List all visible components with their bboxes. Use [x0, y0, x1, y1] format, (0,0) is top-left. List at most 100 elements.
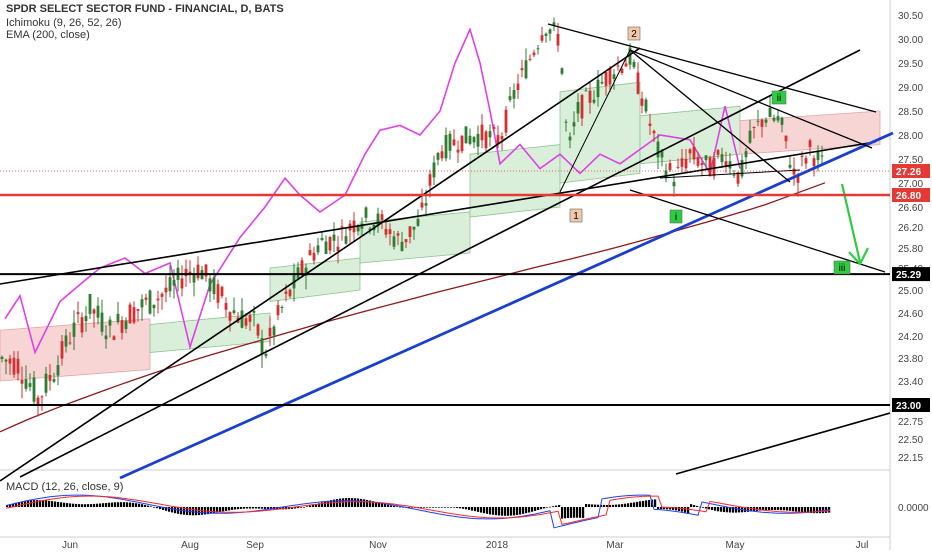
macd-histogram-bar: [153, 507, 156, 508]
macd-histogram-bar: [501, 507, 504, 516]
chart-title: SPDR SELECT SECTOR FUND - FINANCIAL, D, …: [6, 3, 284, 15]
candle-body: [432, 162, 436, 178]
candle-body: [116, 313, 120, 323]
candle-body: [584, 90, 588, 92]
candle-body: [332, 234, 336, 241]
candle-body: [780, 117, 784, 125]
macd-histogram-bar: [654, 499, 657, 507]
macd-histogram-bar: [801, 507, 804, 513]
macd-histogram-bar: [306, 506, 309, 507]
candle-body: [4, 359, 8, 362]
price-tick-label: 26.20: [898, 223, 923, 234]
wave-label-text: ii: [777, 93, 781, 104]
candle-body: [692, 146, 696, 160]
macd-histogram-bar: [234, 507, 237, 510]
candle-body: [464, 126, 468, 144]
candle-body: [60, 341, 64, 359]
candle-body: [668, 163, 672, 171]
macd-histogram-bar: [462, 507, 465, 509]
candle-body: [156, 298, 160, 301]
wave-label-text: i: [675, 212, 677, 223]
candle-body: [368, 228, 372, 231]
macd-histogram-bar: [726, 507, 729, 513]
candle-body: [476, 133, 480, 147]
macd-histogram-bar: [810, 507, 813, 513]
price-tick-label: 25.80: [898, 244, 923, 255]
candle-body: [112, 336, 116, 340]
macd-histogram-bar: [549, 506, 552, 508]
macd-line: [5, 494, 831, 529]
macd-histogram-bar: [723, 507, 726, 513]
price-tick-label: 22.50: [898, 435, 923, 446]
macd-histogram-bar: [99, 503, 102, 507]
wave-label-text: 1: [573, 211, 579, 222]
macd-histogram-bar: [471, 507, 474, 511]
macd-histogram-bar: [705, 507, 708, 509]
macd-histogram-bar: [375, 501, 378, 507]
candle-body: [480, 124, 484, 141]
candle-body: [140, 299, 144, 308]
macd-histogram-bar: [759, 507, 762, 511]
macd-histogram-bar: [822, 507, 825, 514]
macd-histogram-bar: [558, 505, 561, 507]
macd-histogram-bar: [711, 507, 714, 510]
macd-histogram-bar: [324, 501, 327, 507]
macd-histogram-bar: [291, 507, 294, 509]
candle-body: [336, 246, 340, 251]
macd-histogram-bar: [702, 507, 705, 508]
macd-histogram-bar: [348, 498, 351, 507]
candle-body: [544, 33, 548, 36]
candle-body: [508, 96, 512, 100]
price-tick-label: 24.20: [898, 332, 923, 343]
candle-body: [564, 121, 568, 123]
macd-histogram-bar: [645, 500, 648, 507]
candle-body: [452, 139, 456, 146]
candle-body: [784, 135, 788, 142]
macd-histogram-bar: [63, 502, 66, 507]
candle-body: [500, 136, 504, 140]
candle-body: [212, 277, 216, 294]
macd-histogram-bar: [438, 507, 441, 508]
candle-body: [168, 277, 172, 292]
macd-histogram-bar: [681, 507, 684, 512]
macd-histogram-bar: [786, 507, 789, 511]
macd-histogram-bar: [474, 507, 477, 512]
candle-body: [96, 305, 100, 318]
candle-body: [804, 158, 808, 164]
macd-histogram-bar: [366, 499, 369, 507]
macd-histogram-bar: [6, 505, 9, 507]
macd-histogram-bar: [819, 507, 822, 514]
macd-histogram-bar: [477, 507, 480, 512]
price-tick-label: 22.75: [898, 417, 923, 428]
macd-histogram-bar: [762, 507, 765, 511]
price-badge: [892, 164, 930, 178]
macd-histogram-bar: [516, 507, 519, 515]
candle-body: [148, 290, 152, 314]
candle-body: [180, 278, 184, 289]
signal-line: [5, 495, 831, 525]
candle-body: [540, 35, 544, 41]
macd-histogram-bar: [579, 507, 582, 518]
macd-histogram-bar: [60, 502, 63, 507]
macd-histogram-bar: [639, 501, 642, 507]
macd-histogram-bar: [795, 507, 798, 512]
macd-histogram-bar: [69, 503, 72, 507]
trend-line-fan-2: [629, 49, 791, 183]
macd-histogram-bar: [15, 502, 18, 507]
macd-histogram-bar: [423, 507, 426, 508]
macd-histogram-bar: [315, 504, 318, 507]
macd-histogram-bar: [420, 507, 423, 508]
candle-body: [392, 236, 396, 247]
macd-histogram-bar: [357, 498, 360, 507]
candlesticks: [0, 17, 824, 417]
macd-histogram-bar: [696, 505, 699, 507]
macd-histogram-bar: [390, 505, 393, 507]
macd-histogram-bar: [495, 507, 498, 516]
macd-histogram-bar: [45, 500, 48, 507]
macd-histogram-bar: [480, 507, 483, 513]
macd-histogram-bar: [441, 507, 444, 508]
candle-body: [772, 117, 776, 121]
candle-body: [792, 168, 796, 175]
macd-histogram-bar: [807, 507, 810, 513]
candle-body: [808, 140, 812, 147]
